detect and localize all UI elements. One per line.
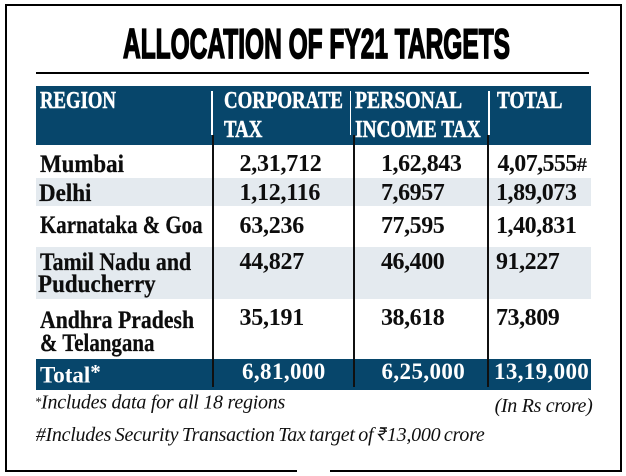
svg-text:ALLOCATION OF FY21 TARGETS: ALLOCATION OF FY21 TARGETS: [123, 20, 510, 67]
